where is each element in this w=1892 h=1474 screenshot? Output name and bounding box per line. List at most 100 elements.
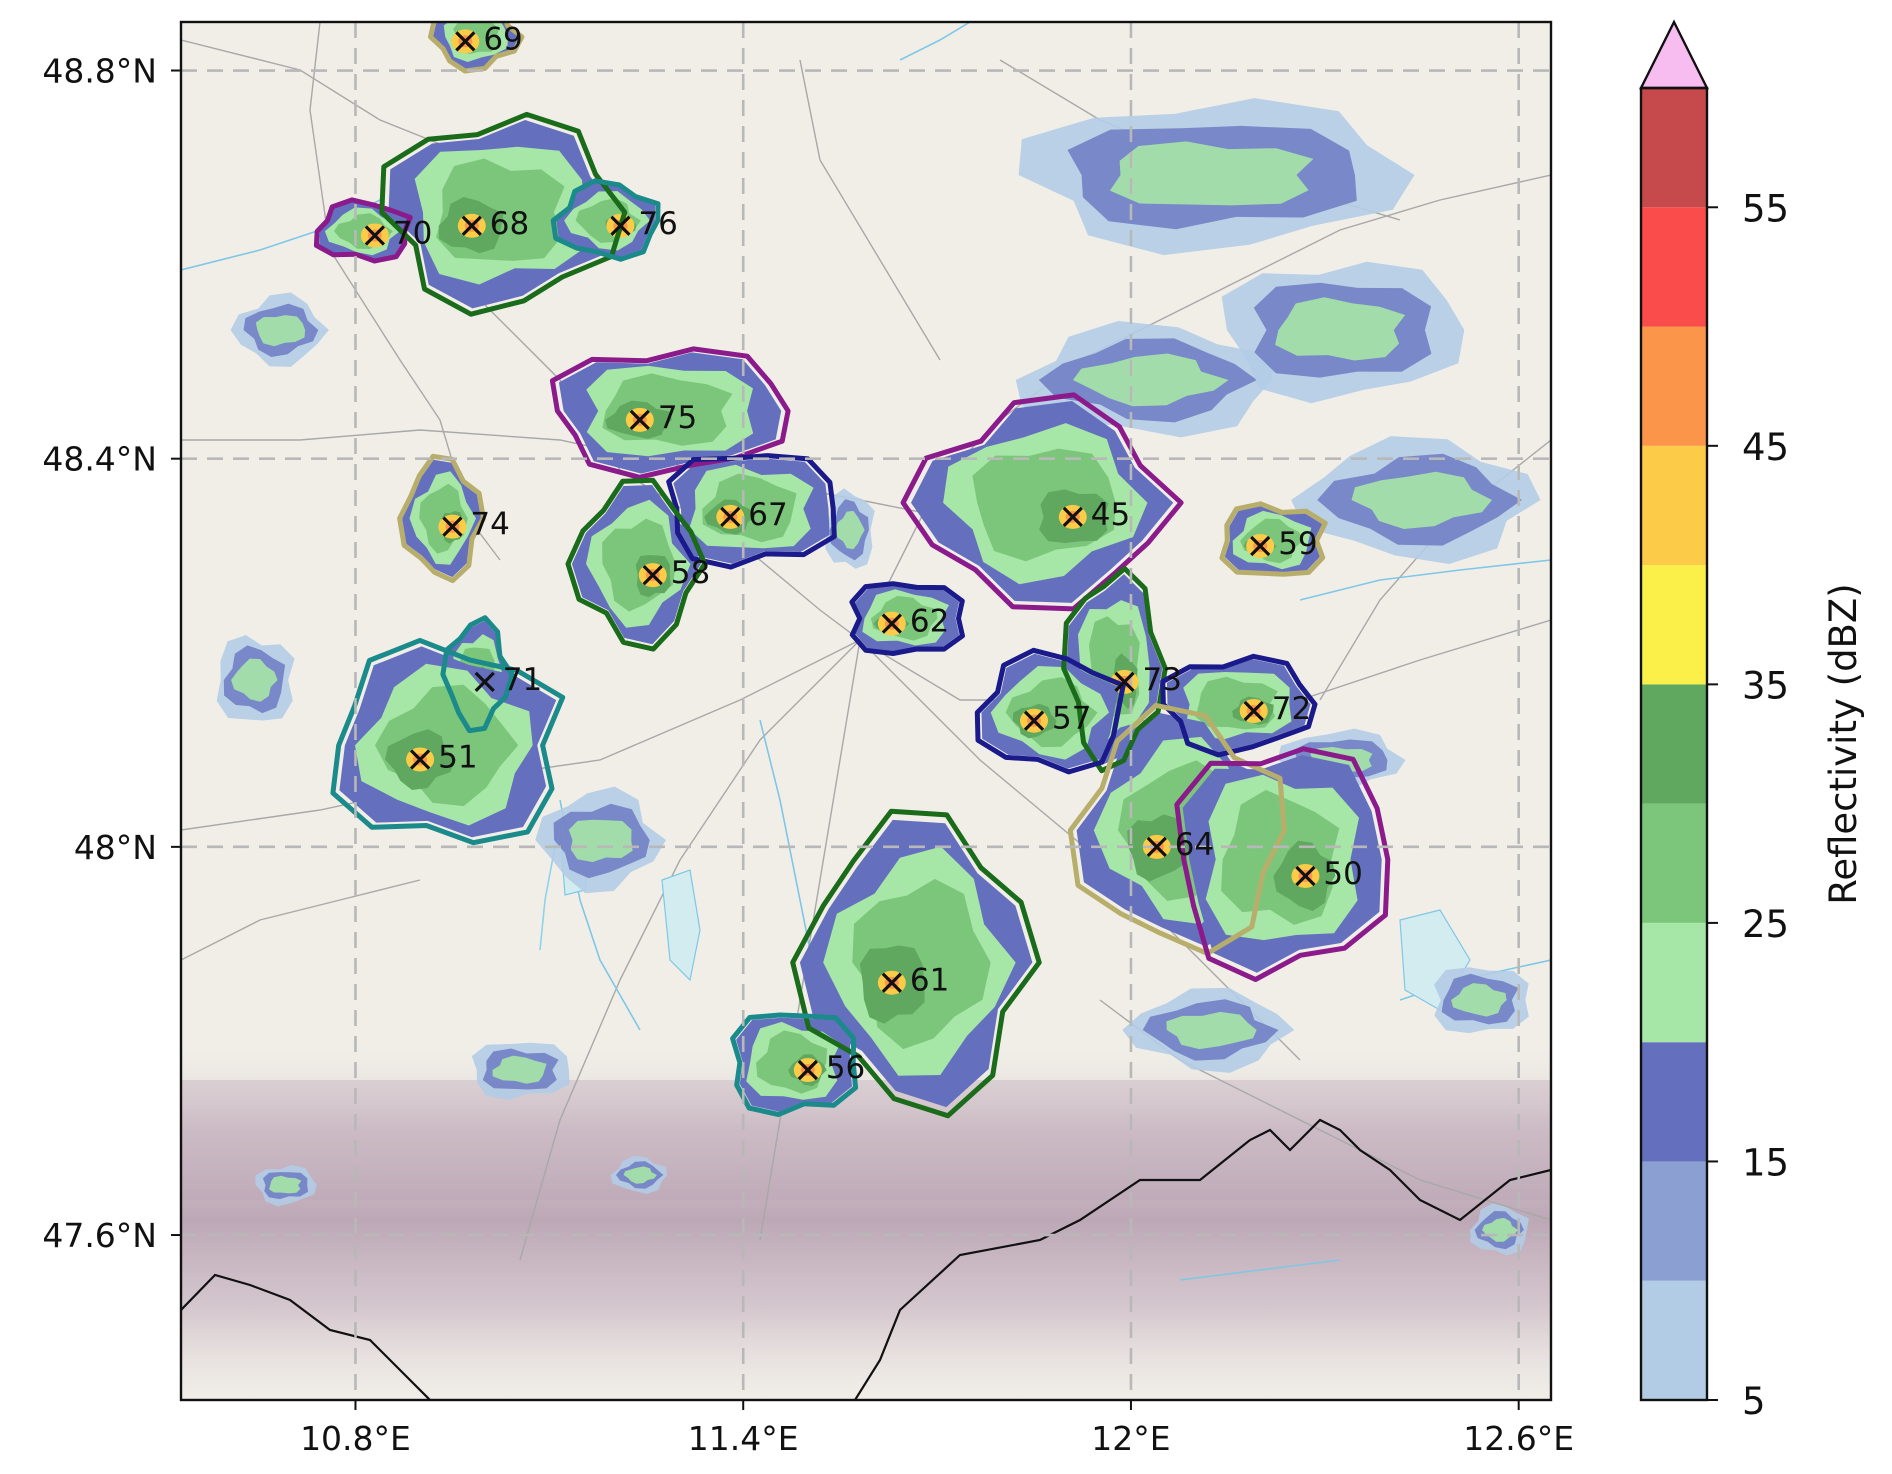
- storm-id-label: 73: [1142, 662, 1181, 698]
- storm-marker-72: 72: [1243, 691, 1311, 727]
- storm-marker-74: 74: [442, 507, 510, 543]
- stratiform-echo: [834, 510, 865, 550]
- storm-centroid-x: [1250, 535, 1271, 557]
- map-panel: 69 70 68 76 75 74 67 58 62 45 59 71 51 73 57 72 64 50 61 56: [181, 21, 1551, 1400]
- stratiform-echo: [1072, 353, 1229, 407]
- colorbar-tick-label: 35: [1742, 664, 1789, 707]
- storm-cell-outline: [1219, 501, 1328, 577]
- storm-marker-73: 73: [1114, 662, 1182, 698]
- storm-centroid-x: [1023, 710, 1045, 731]
- y-tick-label: 48°N: [74, 828, 157, 867]
- storm-id-label: 71: [503, 662, 542, 698]
- storm-cell-outline: [790, 808, 1042, 1119]
- storm-centroid-x: [881, 613, 902, 634]
- colorbar-segment: [1641, 207, 1707, 327]
- colorbar-tick-label: 5: [1742, 1380, 1766, 1423]
- stratiform-echo: [231, 658, 278, 702]
- storm-centroid-x: [461, 215, 482, 236]
- storm-marker-61: 61: [881, 963, 949, 999]
- storm-marker-45: 45: [1062, 497, 1130, 533]
- storm-id-label: 50: [1323, 856, 1362, 892]
- storm-id-label: 51: [438, 740, 477, 776]
- storm-marker-59: 59: [1250, 526, 1318, 562]
- storm-centroid-x: [629, 409, 650, 431]
- x-tick-label: 12°E: [1091, 1419, 1170, 1458]
- storm-id-label: 76: [638, 206, 677, 242]
- storm-id-label: 58: [671, 555, 710, 591]
- storm-centroid-x: [455, 31, 476, 52]
- colorbar-segment: [1641, 88, 1707, 208]
- stratiform-echo: [492, 1055, 547, 1084]
- storm-marker-62: 62: [881, 604, 949, 640]
- stratiform-echo: [568, 819, 633, 863]
- storm-id-label: 45: [1091, 497, 1130, 533]
- storm-cell-outlines: [313, 22, 1391, 1119]
- stratiform-echo: [1275, 297, 1406, 361]
- storm-id-label: 61: [910, 963, 949, 999]
- storm-centroid-x: [474, 671, 495, 693]
- colorbar-tick-label: 55: [1742, 187, 1789, 230]
- stratiform-echo: [1109, 141, 1314, 206]
- storm-marker-75: 75: [629, 400, 697, 436]
- storm-centroid-x: [1295, 865, 1316, 887]
- storm-id-label: 59: [1278, 526, 1317, 562]
- storm-centroid-x: [1146, 836, 1167, 857]
- y-tick-label: 48.4°N: [42, 440, 157, 479]
- storm-marker-50: 50: [1295, 856, 1363, 892]
- x-axis-ticks: 10.8°E 11.4°E 12°E 12.6°E: [300, 1400, 1574, 1458]
- colorbar-label: Reflectivity (dBZ): [1822, 583, 1865, 904]
- storm-marker-71: 71: [474, 662, 542, 698]
- colorbar-segment: [1641, 803, 1707, 923]
- storm-cell-outline: [730, 1012, 859, 1117]
- storm-centroid-x: [1114, 671, 1135, 693]
- colorbar-segments: [1641, 88, 1707, 1400]
- storm-cell-outline: [330, 637, 566, 846]
- storm-marker-58: 58: [642, 555, 710, 591]
- storm-marker-70: 70: [364, 215, 432, 251]
- storm-id-label: 67: [748, 497, 787, 533]
- storm-markers: 69 70 68 76 75 74 67 58 62 45 59 71 51 73 57 72 64 50 61 56: [364, 21, 1363, 1086]
- storm-marker-56: 56: [797, 1050, 865, 1086]
- colorbar-segment: [1641, 922, 1707, 1043]
- storm-centroid-x: [409, 749, 431, 770]
- alpine-terrain-shading-2: [181, 1080, 1551, 1200]
- storm-marker-67: 67: [720, 497, 788, 533]
- storm-centroid-x: [720, 506, 741, 528]
- storm-marker-69: 69: [455, 21, 523, 57]
- storm-id-label: 57: [1052, 701, 1091, 737]
- storm-centroid-x: [442, 516, 463, 537]
- storm-id-label: 69: [483, 21, 522, 57]
- x-tick-label: 10.8°E: [300, 1419, 411, 1458]
- storm-cell-outline: [565, 477, 708, 652]
- storm-cell-outline: [849, 581, 965, 656]
- stratiform-echo: [269, 1175, 302, 1194]
- colorbar: 5 15 25 35 45 55 Reflectivity (dBZ): [1639, 19, 1865, 1423]
- storm-cell-outline: [313, 197, 413, 264]
- storm-centroid-x: [1062, 506, 1083, 528]
- stratiform-echo: [1451, 983, 1507, 1017]
- storm-id-label: 75: [658, 400, 697, 436]
- storm-cell-outline: [1160, 653, 1318, 758]
- storm-cell-outline: [974, 647, 1126, 775]
- colorbar-segment: [1641, 684, 1707, 804]
- colorbar-frame: [1639, 86, 1709, 1402]
- storm-id-label: 72: [1272, 691, 1311, 727]
- colorbar-ticks: 5 15 25 35 45 55: [1707, 187, 1789, 1423]
- storm-cell-outline: [379, 111, 628, 317]
- storm-centroid-x: [797, 1059, 818, 1081]
- colorbar-segment: [1641, 326, 1707, 446]
- stratiform-echo: [623, 1166, 657, 1184]
- alpine-terrain-shading: [181, 1040, 1551, 1400]
- colorbar-segment: [1641, 445, 1707, 566]
- storm-id-label: 74: [470, 507, 509, 543]
- x-tick-label: 11.4°E: [688, 1419, 799, 1458]
- storm-marker-57: 57: [1023, 701, 1091, 737]
- colorbar-segment: [1641, 1161, 1707, 1281]
- storm-centroid-x: [1243, 700, 1264, 722]
- colorbar-extend-triangle: [1639, 19, 1709, 90]
- storm-cell-outline: [900, 392, 1184, 612]
- storm-cell-outline: [440, 615, 515, 734]
- storm-marker-64: 64: [1146, 827, 1214, 863]
- y-tick-label: 47.6°N: [42, 1216, 157, 1255]
- gridlines: [181, 22, 1551, 1400]
